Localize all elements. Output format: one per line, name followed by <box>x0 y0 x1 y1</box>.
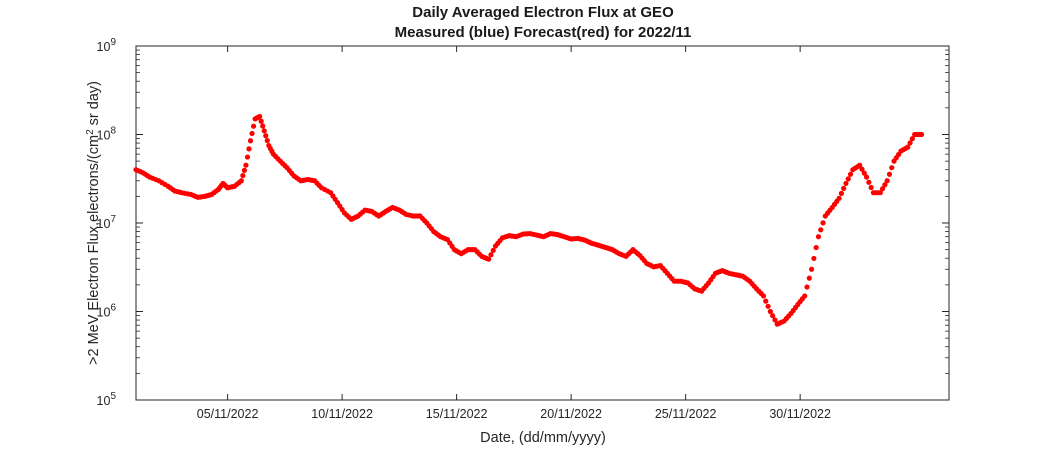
data-point <box>889 165 895 171</box>
data-point <box>249 130 255 137</box>
data-point <box>877 190 883 196</box>
data-point <box>859 166 865 172</box>
data-point <box>918 131 925 138</box>
data-point <box>838 190 844 196</box>
data-point <box>240 172 246 179</box>
y-axis-label-main: >2 MeV Electron Flux,electrons/(cm <box>86 135 102 365</box>
data-point <box>813 244 819 251</box>
data-point <box>905 144 911 150</box>
y-axis-label-superscript: 2 <box>85 129 96 135</box>
data-point <box>857 162 863 168</box>
data-point <box>765 303 771 309</box>
x-axis-label: Date, (dd/mm/yyyy) <box>480 430 606 446</box>
data-series <box>133 113 925 327</box>
plot-area <box>135 45 950 401</box>
data-point <box>490 247 496 253</box>
data-point <box>486 256 492 262</box>
data-point <box>770 313 776 319</box>
y-tick-label: 108 <box>97 126 117 143</box>
data-point <box>238 178 244 184</box>
y-tick-label: 109 <box>97 37 117 54</box>
data-point <box>243 162 249 168</box>
x-tick-label: 10/11/2022 <box>311 407 373 421</box>
data-point <box>863 174 870 180</box>
data-point <box>808 266 815 272</box>
data-point <box>802 293 808 299</box>
data-point <box>884 178 890 184</box>
data-point <box>246 146 252 152</box>
x-axis: 05/11/2022 10/11/2022 15/11/2022 20/11/2022… <box>197 46 831 421</box>
data-point <box>866 179 872 185</box>
x-tick-label: 20/11/2022 <box>540 407 602 421</box>
data-point <box>247 138 254 144</box>
data-point <box>818 227 824 233</box>
data-point <box>264 138 270 144</box>
y-tick-label: 106 <box>97 303 117 320</box>
data-point <box>868 184 874 191</box>
data-point <box>836 195 842 201</box>
x-tick-label: 25/11/2022 <box>655 407 717 421</box>
x-tick-label: 15/11/2022 <box>426 407 488 421</box>
data-point <box>841 185 847 191</box>
data-point <box>843 180 849 187</box>
y-axis-label: >2 MeV Electron Flux,electrons/(cm2 sr d… <box>85 81 102 365</box>
data-point <box>811 255 817 262</box>
data-point <box>909 136 915 142</box>
data-point <box>806 275 812 281</box>
x-tick-label: 30/11/2022 <box>769 407 831 421</box>
data-point <box>879 186 886 192</box>
data-point <box>260 123 266 129</box>
data-point <box>882 182 888 188</box>
data-point <box>772 317 778 323</box>
plot-frame <box>135 45 950 401</box>
data-point <box>845 176 851 182</box>
data-point <box>241 167 247 173</box>
data-point <box>804 284 810 290</box>
chart-title: Daily Averaged Electron Flux at GEO <box>412 4 674 21</box>
data-point <box>488 252 494 258</box>
data-point <box>886 171 893 177</box>
data-point <box>760 293 767 299</box>
data-point <box>815 234 822 240</box>
y-axis-label-tail: sr day) <box>86 81 102 129</box>
data-point <box>257 113 263 120</box>
data-point <box>258 118 264 124</box>
y-axis: 105 106 107 108 109 <box>97 37 949 408</box>
data-point <box>767 308 773 315</box>
data-point <box>763 298 769 304</box>
y-tick-label: 107 <box>97 214 117 231</box>
data-point <box>250 123 257 129</box>
data-point <box>263 133 269 139</box>
y-tick-label: 105 <box>97 391 117 408</box>
data-point <box>907 140 913 146</box>
x-tick-label: 05/11/2022 <box>197 407 259 421</box>
data-point <box>244 154 251 160</box>
data-point <box>847 171 854 177</box>
chart-subtitle: Measured (blue) Forecast(red) for 2022/1… <box>395 24 692 41</box>
data-point <box>261 128 267 134</box>
data-point <box>861 170 867 176</box>
data-point <box>820 220 826 226</box>
